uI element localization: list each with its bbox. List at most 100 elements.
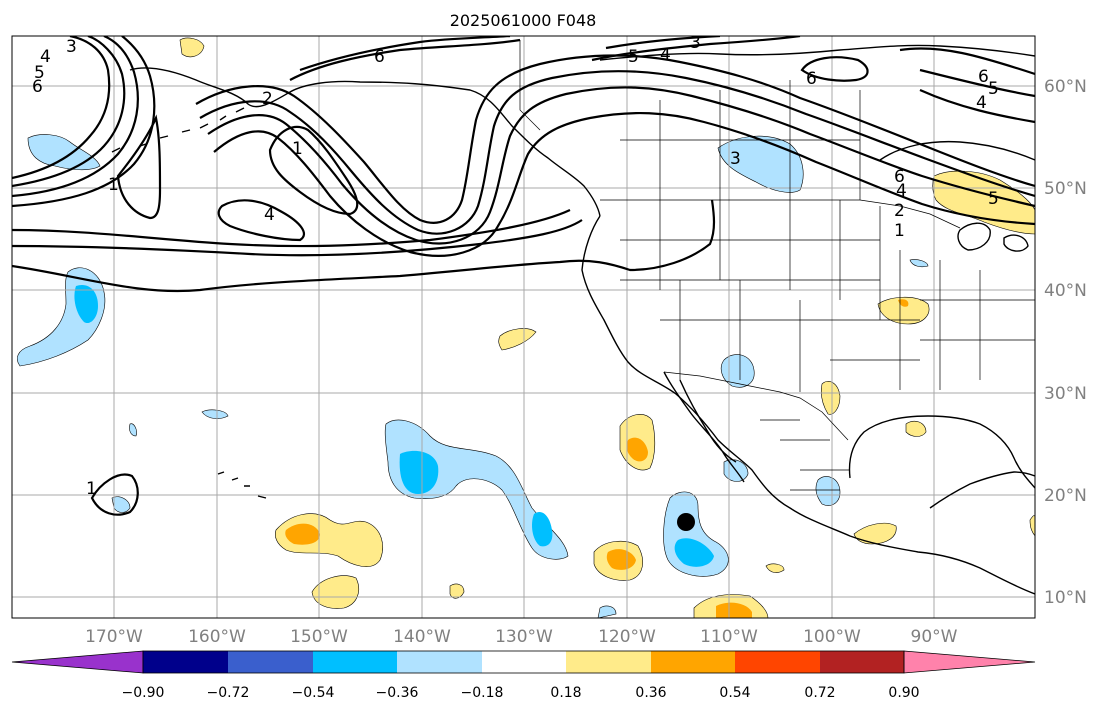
aleutian-islands [111,107,245,153]
longitude-label: 170°W [85,627,143,647]
colorbar-tick-label: −0.36 [376,685,419,701]
contour-label: 6 [374,47,385,67]
positive-anomaly-region [765,563,785,573]
contour-line [800,56,869,82]
baja-california [663,371,745,483]
gulf-coast [848,415,1035,489]
longitude-label: 110°W [700,627,758,647]
hawaii-islands [217,471,267,499]
contour-label: 6 [978,67,989,87]
contour-line [199,70,1035,235]
colorbar-segment [482,651,566,673]
contour-label: 1 [894,221,905,241]
contour-line [12,219,583,257]
alaska-canada-border [519,40,541,131]
contour-line [116,114,162,220]
contour-line [12,36,156,208]
negative-anomaly-region [201,409,229,419]
alaska-coast [129,67,601,217]
positive-anomaly-region [1029,515,1035,537]
colorbar-extend-max [903,650,1036,674]
longitude-label: 100°W [803,627,861,647]
negative-anomaly-region [129,423,137,437]
colorbar-tick-label: 0.90 [888,685,919,701]
colorbar-segment [143,651,228,673]
us-state-lines [620,200,1035,392]
contour-label: 5 [628,47,639,67]
positive-anomaly-region [905,420,927,437]
positive-anomaly-region [285,523,320,545]
colorbar-tick-label: −0.72 [207,685,250,701]
colorbar-tick-label: 0.18 [550,685,581,701]
latitude-label: 40°N [1044,281,1087,301]
latitude-label: 50°N [1044,179,1087,199]
coastlines [111,44,1035,595]
latitude-axis: 60°N 50°N 40°N 30°N 20°N 10°N [1044,77,1087,608]
us-mexico-border [663,371,849,441]
colorbar-tick-label: 0.36 [635,685,666,701]
positive-anomaly-region [877,296,930,325]
contour-label: 4 [896,181,907,201]
latitude-label: 30°N [1044,384,1087,404]
positive-anomaly-region [179,37,205,58]
negative-anomaly-region [717,135,804,193]
colorbar-tick-label: −0.90 [122,685,165,701]
positive-anomaly-region [606,549,636,570]
contour-line [12,36,126,188]
contour-label: 3 [690,33,701,53]
contour-line [90,473,139,516]
canada-provinces [620,80,861,200]
negative-anomaly-region [532,511,553,547]
longitude-label: 150°W [290,627,348,647]
contour-label: 4 [976,93,987,113]
contour-line [605,36,721,50]
positive-anomaly-region [716,602,752,618]
positive-anomaly-region [898,299,909,307]
negative-anomaly-region [111,496,131,513]
colorbar-segment [397,651,482,673]
colorbar-extend-min [11,650,144,674]
contour-label: 3 [730,149,741,169]
contour-line [919,68,1035,98]
contour-line [289,38,521,81]
longitude-label: 140°W [393,627,451,647]
longitude-axis: 170°W 160°W 150°W 140°W 130°W 120°W 110°… [85,627,958,647]
yucatan-coast [929,471,1035,509]
negative-anomaly-region [597,605,617,618]
colorbar-segment [735,651,820,673]
political-boundaries [519,40,1035,491]
colorbar-segment [313,651,397,673]
contour-label: 3 [66,37,77,57]
contour-line [12,36,139,198]
negative-anomaly-region [384,419,569,560]
negative-anomaly-region [909,259,929,268]
figure-title: 2025061000 F048 [450,11,597,30]
arctic-coast [599,44,1035,61]
colorbar-segment [651,651,735,673]
positive-anomaly-region [626,437,648,462]
contour-label: 1 [86,479,97,499]
contour-line [299,36,511,72]
negative-anomaly-region [74,284,98,324]
negative-anomaly-region [399,450,439,494]
contour-line [899,47,1035,76]
anomaly-shading [17,37,1035,618]
contour-line [12,199,716,293]
latitude-label: 20°N [1044,486,1087,506]
positive-anomaly-region [853,522,897,545]
contour-label: 1 [292,139,303,159]
contour-line [591,36,801,62]
contour-line [919,88,1035,124]
contour-label: 2 [262,89,273,109]
contour-line [12,209,571,248]
contour-line [213,112,1035,257]
colorbar-tick-label: −0.54 [292,685,335,701]
contour-label: 6 [806,69,817,89]
map-frame [11,35,1036,619]
contour-label: 4 [40,47,51,67]
positive-anomaly-region [311,575,359,609]
colorbar-tick-label: 0.72 [804,685,835,701]
storm-center-marker [677,513,695,531]
longitude-label: 90°W [911,627,958,647]
